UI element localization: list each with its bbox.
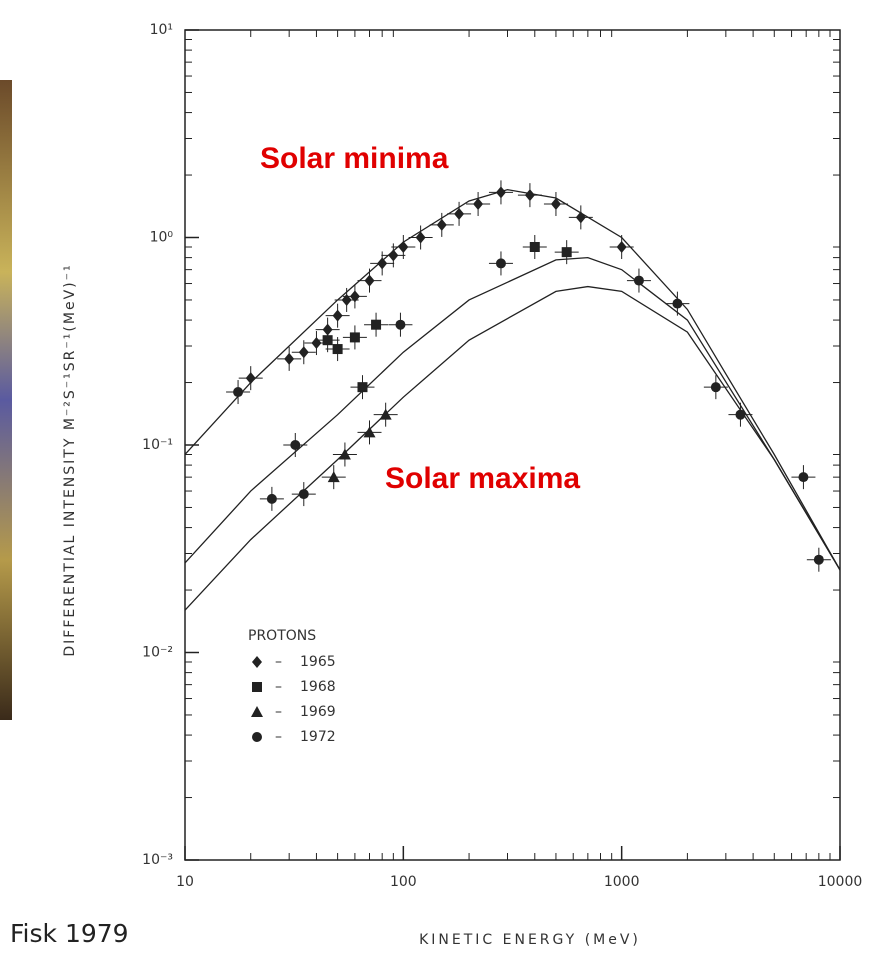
y-tick-label: 10⁻³ [142,852,173,868]
model-curve [185,190,840,570]
legend-marker [252,656,262,668]
x-tick-label: 1000 [604,874,640,890]
y-tick-label: 10⁻² [142,645,173,661]
marker [233,387,243,397]
marker [617,241,627,253]
legend-dash: – [275,729,282,745]
marker [634,276,644,286]
marker [371,320,381,330]
marker [388,249,398,261]
marker [398,241,408,253]
marker [496,258,506,268]
background-strip [0,80,12,720]
marker [284,353,294,365]
marker [311,337,321,349]
marker [350,332,360,342]
y-tick-label: 10⁻¹ [142,437,173,453]
x-tick-label: 10 [176,874,194,890]
legend-label: 1972 [300,729,336,745]
chart: Fisk 1979 KINETIC ENERGY (MeV) DIFFERENT… [0,0,891,959]
marker [365,275,375,287]
marker [711,382,721,392]
y-axis-label: DIFFERENTIAL INTENSITY M⁻²S⁻¹SR⁻¹(MeV)⁻¹ [62,263,78,656]
legend-dash: – [275,679,282,695]
model-curve [185,287,840,611]
marker [395,320,405,330]
x-axis-label: KINETIC ENERGY (MeV) [419,932,641,948]
x-tick-label: 100 [390,874,417,890]
marker [299,346,309,358]
legend-dash: – [275,654,282,670]
marker [290,440,300,450]
legend-label: 1969 [300,704,336,720]
marker [299,489,309,499]
annotation: Solar minima [260,142,449,175]
marker [357,382,367,392]
marker [496,186,506,198]
marker [333,310,343,322]
marker [246,372,256,384]
credit: Fisk 1979 [10,919,129,948]
marker [267,494,277,504]
marker [323,335,333,345]
legend-marker [252,682,262,692]
y-tick-label: 10¹ [150,22,173,38]
marker [562,247,572,257]
marker [814,555,824,565]
y-tick-label: 10⁰ [150,230,174,246]
marker [377,257,387,269]
legend-marker [252,732,262,742]
legend-marker [251,706,263,717]
marker [525,189,535,201]
annotation: Solar maxima [385,462,580,495]
marker [672,299,682,309]
legend-dash: – [275,704,282,720]
legend-label: 1965 [300,654,336,670]
marker [333,344,343,354]
legend-title: PROTONS [248,628,316,644]
marker [576,211,586,223]
marker [350,290,360,302]
x-tick-label: 10000 [818,874,863,890]
marker [798,472,808,482]
marker [530,242,540,252]
legend-label: 1968 [300,679,336,695]
marker [735,410,745,420]
